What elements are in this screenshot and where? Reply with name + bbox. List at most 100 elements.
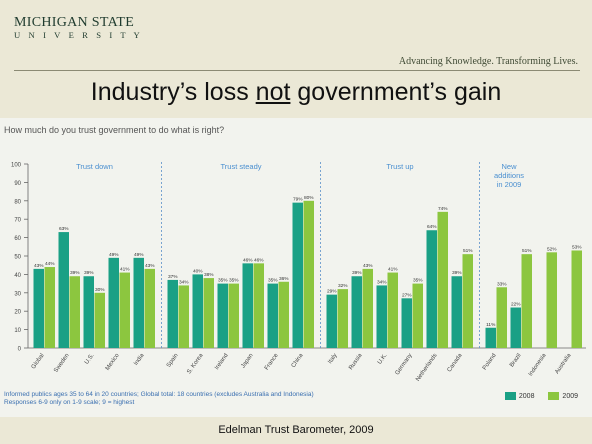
source-caption: Edelman Trust Barometer, 2009 [218,424,374,436]
data-label-2009: 43% [145,263,155,269]
bar-2009 [303,200,314,348]
bar-2008 [192,274,203,348]
bar-2008 [510,307,521,348]
bar-2009 [362,268,373,348]
bar-2008 [326,294,337,348]
data-label-2008: 22% [511,302,521,308]
section-label: Trust down [76,162,113,171]
category-label: India [133,352,146,367]
data-label-2008: 11% [486,322,496,328]
category-label: Mexico [105,352,121,372]
category-label: Japan [240,353,254,370]
bar-chart: 0 10 20 30 40 50 60 70 80 90 100 Trust down Trust st… [11,162,586,383]
data-label-2008: 49% [109,252,119,258]
data-label-2009: 52% [547,246,557,252]
header-band: MICHIGAN STATE U N I V E R S I T Y Advan… [0,0,592,118]
y-tick-label: 40 [14,273,21,279]
data-label-2008: 40% [193,268,203,274]
category-label: S. Korea [186,352,205,375]
y-tick-label: 100 [11,163,22,169]
data-label-2009: 41% [388,267,398,273]
header-divider [14,70,580,71]
category-label: Germany [395,353,414,377]
bar-2008 [292,202,303,348]
category-label: Netherlands [415,353,438,383]
bar-2008 [401,298,412,348]
title-part-1: Industry’s loss [90,78,256,106]
legend-label-2009: 2009 [562,392,578,400]
chart-image: How much do you trust government to do w… [0,118,592,417]
bar-2009 [69,276,80,348]
bar-2008 [451,276,462,348]
section-label: Trust up [386,162,413,171]
footer-band: Edelman Trust Barometer, 2009 [0,417,592,444]
data-label-2009: 43% [363,263,373,269]
y-tick-label: 20 [14,310,21,316]
data-label-2009: 30% [95,287,105,293]
bar-2009 [387,272,398,348]
title-underlined-word: not [255,78,291,106]
y-tick-label: 30 [14,291,21,297]
bar-2008 [133,257,144,348]
data-label-2008: 64% [427,224,437,230]
footnote-line-1: Informed publics ages 35 to 64 in 20 cou… [4,391,314,398]
bar-2009 [546,252,557,348]
category-label: Australia [554,352,573,375]
bar-2009 [144,268,155,348]
bar-2008 [351,276,362,348]
bar-2009 [203,278,214,348]
category-label: Indonesia [528,352,548,377]
data-label-2009: 39% [70,270,80,276]
section-label: Trust steady [221,162,262,171]
data-label-2009: 36% [279,276,289,282]
category-label: Italy [327,353,338,365]
section-label: in 2009 [497,180,522,189]
data-label-2009: 33% [497,281,507,287]
bar-2009 [228,283,239,348]
data-label-2008: 27% [402,292,412,298]
category-label: Sweden [53,353,70,374]
tagline: Advancing Knowledge. Transforming Lives. [398,56,578,67]
y-tick-label: 10 [14,328,21,334]
section-label: New [501,162,517,171]
data-label-2009: 44% [45,261,55,267]
y-tick-label: 70 [14,218,21,224]
bar-2009 [178,285,189,348]
bar-2009 [521,254,532,348]
category-label: Brazil [509,353,523,369]
category-label: France [264,352,280,371]
legend-label-2008: 2008 [518,392,535,400]
bar-2008 [33,268,44,348]
data-label-2008: 35% [218,278,228,284]
bar-2009 [119,272,130,348]
legend-swatch-2008 [504,392,516,400]
data-label-2009: 35% [229,278,239,284]
data-label-2008: 37% [168,274,178,280]
legend-swatch-2009 [548,392,560,400]
data-label-2009: 51% [463,248,473,254]
data-label-2009: 41% [120,267,130,273]
section-label: additions [494,171,524,180]
data-label-2008: 79% [293,197,303,203]
category-label: U.S. [84,352,96,365]
data-label-2009: 74% [438,206,448,212]
logo-line-2: U N I V E R S I T Y [14,30,143,40]
data-label-2008: 35% [268,278,278,284]
chart-footnote: Informed publics ages 35 to 64 in 20 cou… [4,391,314,407]
footnote-line-2: Responses 6-9 only on 1-9 scale; 9 = hig… [4,399,135,406]
bar-2009 [253,263,264,348]
chart-legend: 2008 2009 [504,392,578,400]
bar-2009 [412,283,423,348]
data-label-2009: 51% [522,248,532,254]
category-label: Poland [482,353,498,372]
logo-line-1: MICHIGAN STATE [14,15,135,30]
data-label-2009: 53% [572,244,582,250]
data-label-2008: 49% [134,252,144,258]
bar-2009 [337,289,348,348]
category-label: Russia [348,352,364,371]
data-label-2009: 32% [338,283,348,289]
category-label: China [291,352,305,369]
data-label-2008: 39% [84,270,94,276]
bar-2008 [58,232,69,348]
